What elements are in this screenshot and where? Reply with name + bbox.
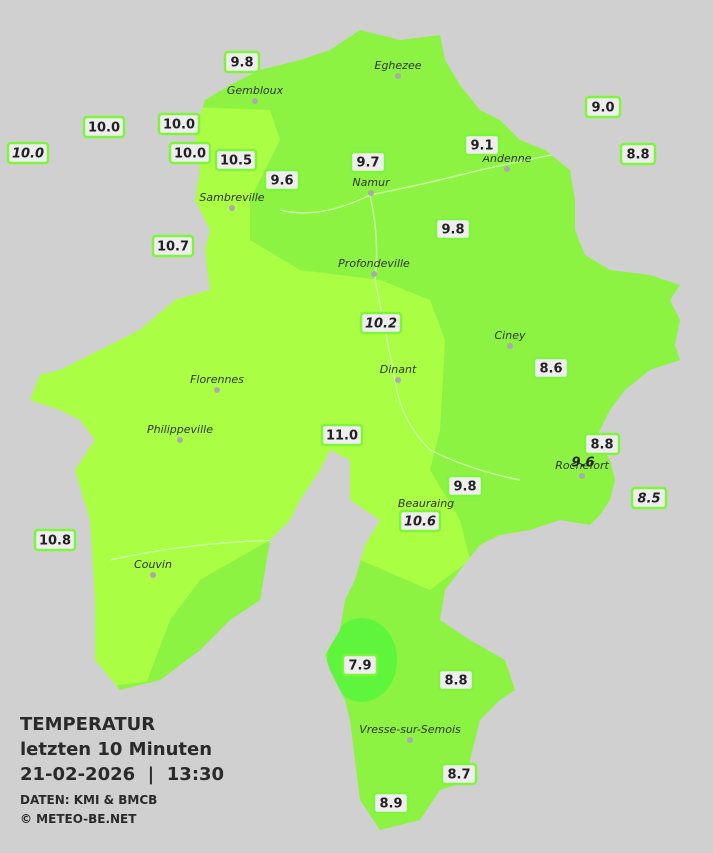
station-value: 8.6 xyxy=(539,362,562,377)
station-box xyxy=(437,668,475,692)
station-value: 10.2 xyxy=(365,317,397,332)
town-label: Sambreville xyxy=(199,191,264,204)
station-box xyxy=(82,115,126,139)
station-value: 10.0 xyxy=(12,147,44,162)
station-value: 8.9 xyxy=(379,797,402,812)
town-label: Vresse-sur-Semois xyxy=(359,723,461,736)
legend-datetime: 21-02-2026 | 13:30 xyxy=(20,764,224,785)
town-dot xyxy=(579,473,585,479)
town-label: Gembloux xyxy=(227,84,284,97)
town-dot xyxy=(407,737,413,743)
station-box xyxy=(341,653,379,677)
legend-copyright: © METEO-BE.NET xyxy=(20,812,137,826)
station-value: 9.6 xyxy=(571,456,594,471)
station-value: 9.7 xyxy=(356,156,379,171)
station-box xyxy=(440,762,478,786)
station-box xyxy=(263,168,301,192)
town-dot xyxy=(504,166,510,172)
town-label: Eghezee xyxy=(375,59,422,72)
town-label: Namur xyxy=(352,176,391,189)
station-box xyxy=(619,142,657,166)
town-label: Profondeville xyxy=(338,257,410,270)
station-value: 10.0 xyxy=(174,147,206,162)
town-dot xyxy=(368,190,374,196)
station-box xyxy=(446,474,484,498)
town-dot xyxy=(252,98,258,104)
station-box xyxy=(6,141,50,165)
station-box xyxy=(398,509,442,533)
town-dot xyxy=(214,387,220,393)
station-value: 8.5 xyxy=(637,492,660,507)
station-box xyxy=(157,112,201,136)
station-box xyxy=(168,141,212,165)
station-value: 10.8 xyxy=(39,534,71,549)
town-dot xyxy=(150,572,156,578)
station-box xyxy=(372,791,410,815)
station-value: 9.0 xyxy=(591,101,614,116)
station-box xyxy=(583,432,621,456)
station-box xyxy=(463,133,501,157)
town-label: Florennes xyxy=(190,373,244,386)
town-label: Couvin xyxy=(134,558,172,571)
station-value: 9.6 xyxy=(270,174,293,189)
station-box xyxy=(33,528,77,552)
station-box xyxy=(223,50,261,74)
station-box xyxy=(584,95,622,119)
station-value: 9.8 xyxy=(230,56,253,71)
station-value: 8.8 xyxy=(590,438,613,453)
station-box xyxy=(349,150,387,174)
station-value: 10.5 xyxy=(220,154,252,169)
town-dot xyxy=(395,377,401,383)
station-value: 9.8 xyxy=(453,480,476,495)
town-dot xyxy=(229,205,235,211)
station-box xyxy=(214,148,258,172)
town-label: Ciney xyxy=(495,329,526,342)
town-dot xyxy=(395,73,401,79)
station-box xyxy=(434,217,472,241)
town-label: Beauraing xyxy=(398,497,454,510)
station-value: 10.0 xyxy=(88,121,120,136)
station-value: 8.8 xyxy=(444,674,467,689)
station-box xyxy=(532,356,570,380)
station-value: 10.6 xyxy=(404,515,436,530)
town-dot xyxy=(507,343,513,349)
town-dot xyxy=(371,271,377,277)
legend-title: TEMPERATUR xyxy=(20,714,155,735)
station-box xyxy=(359,311,403,335)
station-box xyxy=(630,486,668,510)
station-value: 7.9 xyxy=(348,659,371,674)
legend-source: DATEN: KMI & BMCB xyxy=(20,793,157,807)
station-value: 11.0 xyxy=(326,429,358,444)
legend-subtitle: letzten 10 Minuten xyxy=(20,739,212,760)
station-value: 9.1 xyxy=(470,139,493,154)
town-label: Philippeville xyxy=(147,423,213,436)
station-value: 10.7 xyxy=(157,240,189,255)
station-box xyxy=(320,423,364,447)
town-label: Dinant xyxy=(380,363,417,376)
town-dot xyxy=(177,437,183,443)
town-label: Rochefort xyxy=(555,459,609,472)
station-box xyxy=(151,234,195,258)
station-value: 10.0 xyxy=(163,118,195,133)
station-value: 8.7 xyxy=(447,768,470,783)
station-value: 9.8 xyxy=(441,223,464,238)
station-value: 8.8 xyxy=(626,148,649,163)
